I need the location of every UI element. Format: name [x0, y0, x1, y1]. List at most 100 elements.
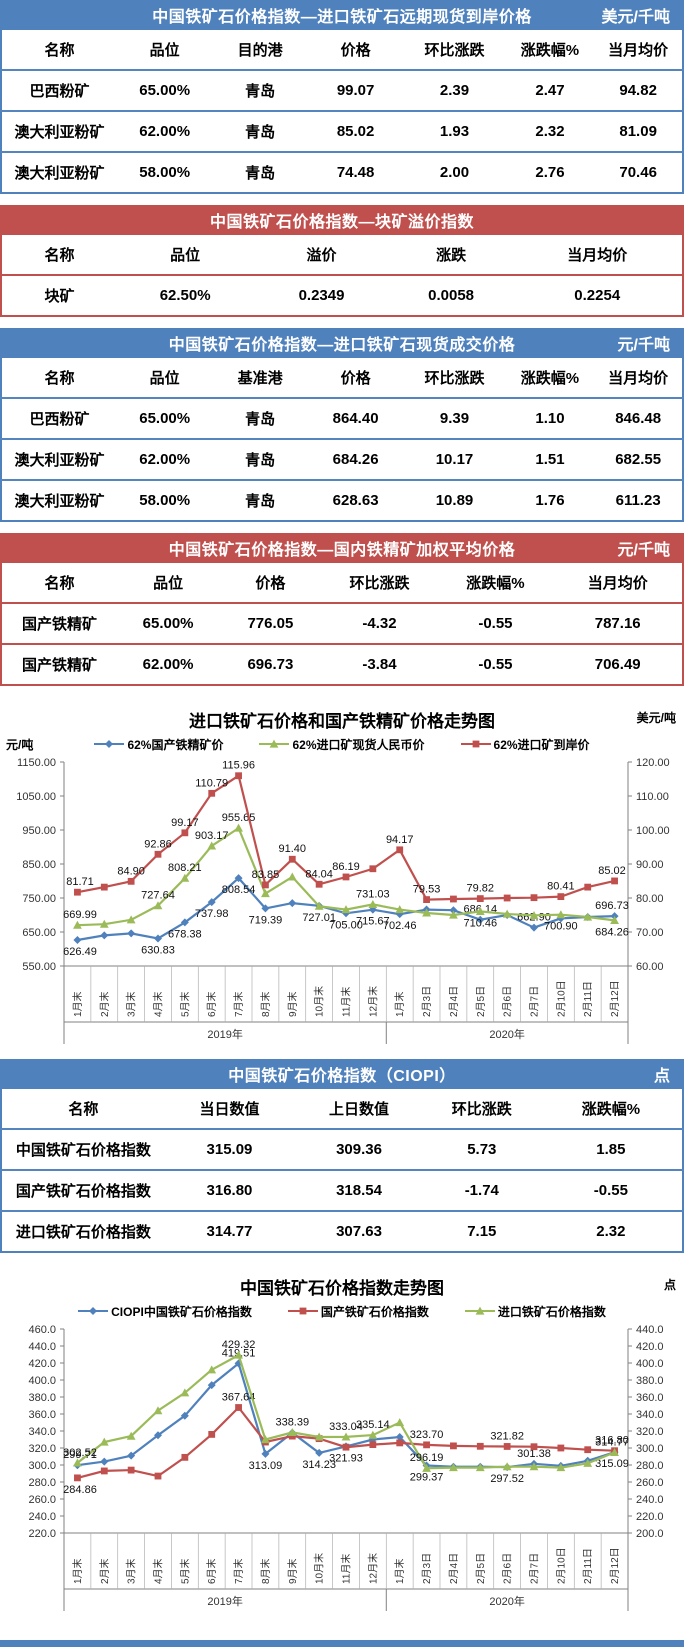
legend-label: 62%进口矿现货人民币价	[292, 737, 425, 752]
data-point	[341, 1432, 351, 1441]
data-label: 297.52	[490, 1473, 524, 1485]
table-cell: 5.73	[423, 1128, 540, 1170]
data-point	[261, 1449, 270, 1458]
data-point	[395, 1432, 404, 1441]
table-unit: 美元/千吨	[601, 9, 670, 26]
year-group-label: 2019年	[207, 1594, 242, 1608]
category-label: 5月末	[178, 1558, 191, 1584]
data-point	[476, 1442, 484, 1450]
column-header: 涨跌幅%	[520, 370, 580, 387]
data-point	[395, 905, 405, 914]
table-cell: -0.55	[437, 602, 554, 644]
data-point	[314, 901, 324, 910]
category-label: 6月末	[205, 991, 218, 1017]
data-label: 731.03	[356, 888, 390, 900]
data-point	[314, 1432, 324, 1441]
index-trend-chart: 220.0 200.0 240.0 220.0 260.0 240.0 280.0 260.0…	[28, 1324, 664, 1611]
table-cell: 2.00	[403, 151, 506, 193]
left-axis-tick-label: 320.0	[28, 1443, 56, 1455]
table-cell: 10.89	[403, 479, 506, 521]
column-header: 品位	[153, 575, 184, 592]
data-label: 429.32	[222, 1339, 256, 1351]
data-point	[423, 896, 430, 903]
data-label: 808.54	[222, 884, 256, 896]
column-header: 价格	[340, 370, 371, 387]
data-label: 727.01	[302, 912, 336, 924]
category-label: 2月5日	[475, 1553, 487, 1584]
legend-item: 62%进口矿现货人民币价	[259, 736, 425, 753]
table-cell: 中国铁矿石价格指数	[1, 1128, 165, 1170]
data-point	[261, 1435, 270, 1444]
data-point	[396, 846, 404, 854]
category-label: 2月末	[98, 1558, 111, 1584]
data-point	[99, 919, 109, 928]
table-cell: 国产铁精矿	[1, 602, 117, 644]
right-axis-unit-label: 美元/吨	[636, 711, 676, 725]
table-row: 澳大利亚粉矿 62.00% 青岛 684.26 10.17 1.51 682.55	[1, 438, 683, 480]
legend-label: CIOPI中国铁矿石价格指数	[111, 1304, 252, 1319]
legend-item: 进口铁矿石价格指数	[464, 1303, 606, 1320]
table-cell: 58.00%	[116, 151, 213, 193]
data-point	[368, 905, 377, 914]
category-label: 8月末	[259, 991, 272, 1017]
data-point	[557, 1444, 565, 1452]
table-cell: 316.80	[164, 1169, 295, 1211]
right-axis-tick-label: 420.0	[636, 1341, 664, 1353]
year-group-label: 2020年	[489, 1594, 524, 1608]
data-point	[208, 1431, 216, 1438]
chart-legend: CIOPI中国铁矿石价格指数 国产铁矿石价格指数 进口铁矿石价格指数	[52, 1303, 632, 1320]
table-row: 巴西粉矿 65.00% 青岛 99.07 2.39 2.47 94.82	[1, 69, 683, 111]
data-label: 367.64	[222, 1392, 256, 1404]
table-cell: 进口铁矿石价格指数	[1, 1210, 165, 1252]
data-point	[583, 912, 593, 921]
data-point	[368, 1430, 378, 1439]
column-header: 当月均价	[608, 42, 669, 59]
data-point	[127, 929, 136, 938]
category-label: 3月末	[125, 991, 138, 1017]
data-point	[234, 874, 243, 883]
table-cell: 巴西粉矿	[1, 397, 117, 439]
table-row: 国产铁精矿 62.00% 696.73 -3.84 -0.55 706.49	[1, 643, 683, 685]
data-point	[74, 1474, 81, 1482]
category-label: 1月末	[71, 1558, 84, 1584]
data-label: 705.00	[329, 919, 363, 931]
column-header: 当日数值	[199, 1101, 260, 1118]
data-label: 110.79	[195, 777, 228, 789]
category-label: 2月10日	[555, 980, 567, 1017]
table-row: 澳大利亚粉矿 62.00% 青岛 85.02 1.93 2.32 81.09	[1, 110, 683, 152]
category-label: 11月末	[340, 1554, 353, 1584]
data-point	[100, 883, 108, 891]
table-cell: 62.00%	[116, 110, 213, 152]
left-axis-tick-label: 460.0	[28, 1324, 56, 1336]
data-label: 335.14	[356, 1419, 390, 1431]
data-point	[315, 880, 323, 888]
data-point	[422, 908, 431, 917]
category-label: 2月末	[98, 991, 111, 1017]
right-axis-tick-label: 120.00	[636, 757, 670, 769]
table-cell: 65.00%	[116, 397, 213, 439]
data-point	[154, 1472, 162, 1480]
right-axis-tick-label: 300.0	[636, 1443, 664, 1455]
legend-marker-square	[460, 740, 491, 748]
data-point	[476, 895, 484, 903]
legend-label: 62%进口矿到岸价	[493, 737, 590, 752]
table-cell: 309.36	[294, 1128, 424, 1170]
legend-marker	[299, 1307, 307, 1315]
column-header: 当月均价	[608, 370, 669, 387]
table-row: 澳大利亚粉矿 58.00% 青岛 74.48 2.00 2.76 70.46	[1, 151, 683, 193]
table-unit: 点	[653, 1068, 670, 1085]
data-label: 715.67	[356, 916, 390, 928]
data-point	[153, 1406, 163, 1415]
data-point	[556, 910, 566, 919]
table-cell: 青岛	[212, 151, 308, 193]
legend-item: CIOPI中国铁矿石价格指数	[78, 1303, 252, 1320]
right-axis-tick-label: 400.0	[636, 1358, 664, 1370]
category-label: 6月末	[205, 1558, 218, 1584]
table-cell: 864.40	[307, 397, 404, 439]
table-row: 进口铁矿石价格指数 314.77 307.63 7.15 2.32	[1, 1210, 683, 1252]
right-axis-tick-label: 380.0	[636, 1375, 664, 1387]
table-header-row: 名称 品位 价格 环比涨跌 涨跌幅% 当月均价	[1, 563, 683, 603]
column-header: 目的港	[237, 42, 283, 59]
table-cell: 318.54	[294, 1169, 424, 1211]
table-row: 国产铁矿石价格指数 316.80 318.54 -1.74 -0.55	[1, 1169, 683, 1211]
